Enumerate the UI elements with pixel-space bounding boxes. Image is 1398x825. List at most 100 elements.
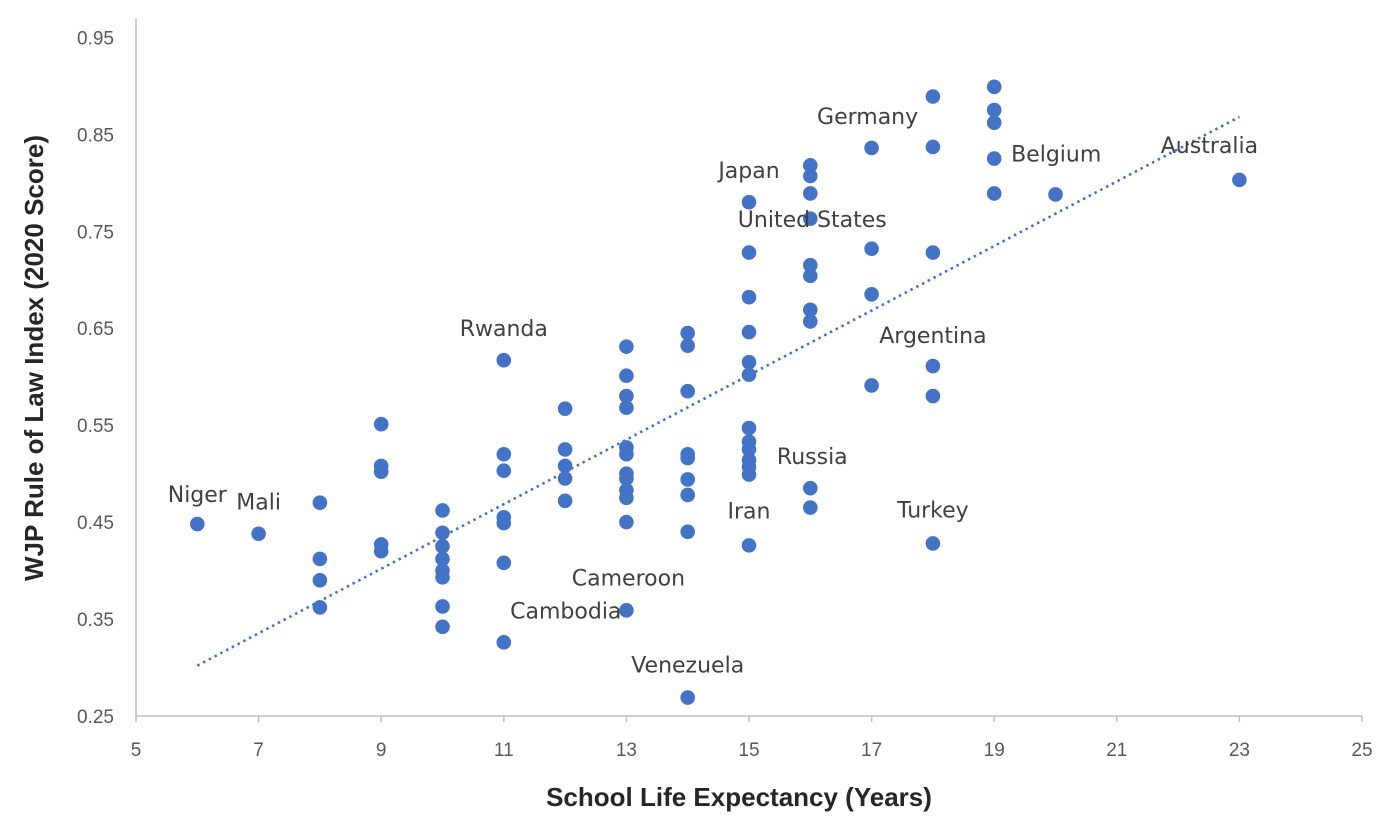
data-point <box>680 338 695 353</box>
point-label: Belgium <box>1011 143 1101 168</box>
data-point <box>986 186 1002 201</box>
data-point <box>557 401 573 416</box>
data-point <box>803 268 818 284</box>
data-point <box>925 89 941 104</box>
data-point <box>619 490 634 506</box>
data-point <box>864 286 879 302</box>
y-tick-label: 0.45 <box>77 513 114 534</box>
data-point <box>986 151 1002 166</box>
y-axis-ticks: 0.25 0.35 0.45 0.55 0.65 0.75 0.85 0.95 <box>77 28 114 728</box>
x-tick-label: 13 <box>616 740 637 761</box>
data-point <box>803 168 818 184</box>
y-tick-label: 0.55 <box>77 416 114 437</box>
data-point <box>680 383 695 399</box>
data-point <box>803 314 818 329</box>
x-axis-ticks: 5 7 9 11 13 15 17 19 21 23 25 <box>131 716 1373 761</box>
data-point <box>435 570 450 585</box>
data-point <box>1048 187 1063 202</box>
data-point <box>557 493 573 509</box>
data-point <box>312 572 328 588</box>
data-point <box>557 442 573 457</box>
x-axis-title: School Life Expectancy (Years) <box>546 782 932 812</box>
data-point <box>925 536 941 551</box>
data-point <box>803 480 818 496</box>
x-tick-label: 23 <box>1229 740 1250 761</box>
data-point <box>496 635 512 650</box>
data-point <box>619 603 634 618</box>
data-point <box>680 487 695 503</box>
data-point <box>312 600 328 615</box>
data-point <box>496 352 512 368</box>
data-point <box>435 551 450 567</box>
data-point <box>496 555 512 571</box>
data-point <box>803 158 818 173</box>
data-point <box>435 525 450 541</box>
data-point <box>741 324 757 340</box>
data-point <box>557 458 573 474</box>
data-point <box>803 211 818 226</box>
data-point <box>680 325 695 341</box>
data-point <box>741 442 757 457</box>
y-tick-label: 0.35 <box>77 610 114 631</box>
data-point <box>741 420 757 436</box>
y-tick-label: 0.65 <box>77 319 114 340</box>
data-point <box>925 139 941 155</box>
points-layer <box>190 79 1247 705</box>
point-label: United States <box>738 208 887 233</box>
data-point <box>741 367 757 383</box>
data-point <box>373 416 389 432</box>
data-point <box>435 619 450 635</box>
x-tick-label: 21 <box>1106 740 1127 761</box>
data-point <box>619 471 634 486</box>
data-point <box>557 471 573 486</box>
data-point <box>312 551 328 567</box>
data-point <box>496 515 512 531</box>
data-point <box>741 289 757 305</box>
data-point <box>312 495 328 511</box>
y-tick-label: 0.75 <box>77 222 114 243</box>
point-label: Germany <box>817 105 918 130</box>
point-label: Iran <box>728 499 771 524</box>
data-point <box>1232 172 1247 188</box>
point-label: Venezuela <box>631 654 744 679</box>
data-point <box>373 543 389 559</box>
y-tick-label: 0.85 <box>77 125 114 146</box>
point-label: Russia <box>777 445 848 470</box>
data-point <box>741 245 757 260</box>
trendline <box>196 115 1241 667</box>
data-point <box>435 539 450 554</box>
data-point <box>864 378 879 393</box>
data-point <box>496 446 512 462</box>
data-point <box>496 463 512 479</box>
x-tick-label: 25 <box>1351 740 1372 761</box>
x-tick-label: 5 <box>131 740 142 761</box>
point-label: Mali <box>236 491 281 516</box>
data-point <box>619 514 634 530</box>
data-point <box>190 516 205 532</box>
data-point <box>925 358 941 374</box>
trendline-layer <box>196 115 1241 667</box>
x-tick-label: 9 <box>376 740 387 761</box>
point-label: Cambodia <box>510 599 621 624</box>
data-point <box>864 241 879 257</box>
point-label: Cameroon <box>572 566 685 591</box>
y-tick-label: 0.95 <box>77 28 114 49</box>
data-point <box>680 450 695 466</box>
data-point <box>803 302 818 318</box>
data-point <box>741 194 757 210</box>
data-point <box>435 599 450 614</box>
data-point <box>680 472 695 487</box>
point-label: Rwanda <box>460 317 548 342</box>
data-point <box>680 690 695 705</box>
data-point <box>619 400 634 416</box>
data-point <box>619 368 634 384</box>
data-point <box>373 464 389 480</box>
data-point <box>741 467 757 482</box>
data-point <box>986 102 1002 118</box>
data-point <box>803 500 818 515</box>
data-point <box>925 245 941 260</box>
x-tick-label: 11 <box>494 740 514 761</box>
data-point <box>741 538 757 553</box>
x-tick-label: 17 <box>861 740 882 761</box>
